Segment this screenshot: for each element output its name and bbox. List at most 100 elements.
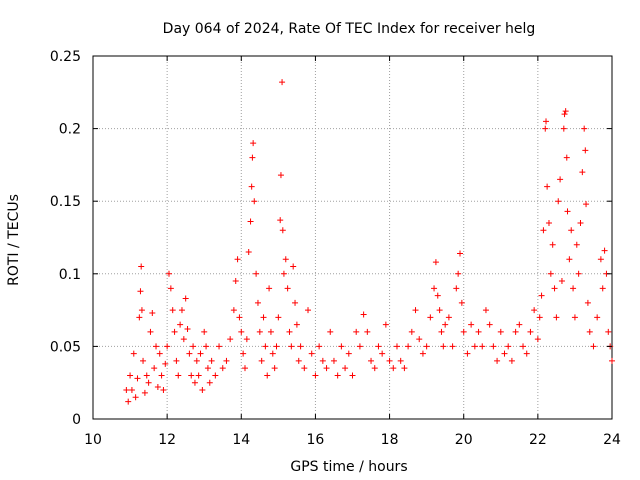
data-point <box>130 350 137 357</box>
data-point <box>147 328 154 335</box>
data-point <box>408 328 415 335</box>
data-point <box>162 360 169 367</box>
data-point <box>137 288 144 295</box>
data-point <box>453 285 460 292</box>
data-point <box>184 325 191 332</box>
data-point <box>527 328 534 335</box>
data-point <box>254 299 261 306</box>
x-tick-label: 14 <box>232 432 250 448</box>
data-point <box>141 389 148 396</box>
data-point <box>568 227 575 234</box>
data-point <box>512 328 519 335</box>
data-point <box>253 270 260 277</box>
data-point <box>156 350 163 357</box>
data-point <box>545 219 552 226</box>
data-point <box>486 321 493 328</box>
data-point <box>544 183 551 190</box>
data-point <box>167 285 174 292</box>
data-point <box>494 357 501 364</box>
data-point <box>423 343 430 350</box>
chart-title: Day 064 of 2024, Rate Of TEC Index for r… <box>163 21 536 37</box>
data-point <box>445 314 452 321</box>
data-point <box>577 219 584 226</box>
data-point <box>581 125 588 132</box>
data-point <box>219 365 226 372</box>
data-point <box>386 357 393 364</box>
data-point <box>206 379 213 386</box>
data-point <box>128 386 135 393</box>
data-point <box>543 118 550 125</box>
data-point <box>191 379 198 386</box>
data-point <box>345 350 352 357</box>
data-point <box>353 328 360 335</box>
data-point <box>455 270 462 277</box>
data-point <box>312 372 319 379</box>
x-tick-labels: 10 12 14 16 18 20 22 24 <box>84 432 621 448</box>
data-point <box>553 314 560 321</box>
data-point <box>497 328 504 335</box>
data-point <box>134 375 141 382</box>
data-point <box>319 357 326 364</box>
data-point <box>271 365 278 372</box>
data-point <box>223 357 230 364</box>
data-point <box>471 343 478 350</box>
y-tick-label: 0.05 <box>50 339 81 355</box>
data-point <box>360 311 367 318</box>
data-point <box>558 278 565 285</box>
data-point <box>540 227 547 234</box>
data-point <box>468 321 475 328</box>
data-point <box>249 154 256 161</box>
data-point <box>432 259 439 266</box>
data-point <box>564 208 571 215</box>
data-point <box>279 79 286 86</box>
data-point <box>154 384 161 391</box>
data-point <box>561 111 568 118</box>
data-point <box>584 299 591 306</box>
data-point <box>153 343 160 350</box>
data-point <box>419 350 426 357</box>
data-point <box>460 328 467 335</box>
data-point <box>330 357 337 364</box>
data-point <box>563 154 570 161</box>
data-point <box>275 314 282 321</box>
data-point <box>482 307 489 314</box>
x-tick-label: 16 <box>307 432 325 448</box>
data-point <box>145 379 152 386</box>
data-point <box>342 365 349 372</box>
data-point <box>549 241 556 248</box>
x-tick-label: 10 <box>84 432 102 448</box>
data-point <box>566 256 573 263</box>
data-point <box>151 365 158 372</box>
data-point <box>212 372 219 379</box>
data-point <box>173 357 180 364</box>
data-point <box>227 336 234 343</box>
data-point <box>490 343 497 350</box>
data-point <box>241 365 248 372</box>
data-point <box>177 321 184 328</box>
data-point <box>401 365 408 372</box>
data-point <box>501 350 508 357</box>
data-point <box>262 343 269 350</box>
data-point <box>479 343 486 350</box>
data-point <box>457 250 464 257</box>
x-tick-label: 20 <box>455 432 473 448</box>
x-axis-label: GPS time / hours <box>290 459 407 475</box>
data-point <box>230 307 237 314</box>
data-point <box>349 372 356 379</box>
data-point <box>125 398 132 405</box>
data-point <box>292 299 299 306</box>
data-point <box>250 140 257 147</box>
data-point <box>136 314 143 321</box>
data-point <box>327 328 334 335</box>
data-point <box>334 372 341 379</box>
data-point <box>536 314 543 321</box>
data-point <box>282 256 289 263</box>
data-point <box>208 357 215 364</box>
data-point <box>505 343 512 350</box>
data-point <box>277 172 284 179</box>
data-point <box>171 328 178 335</box>
data-point <box>277 217 284 224</box>
data-point <box>267 328 274 335</box>
data-point <box>178 307 185 314</box>
